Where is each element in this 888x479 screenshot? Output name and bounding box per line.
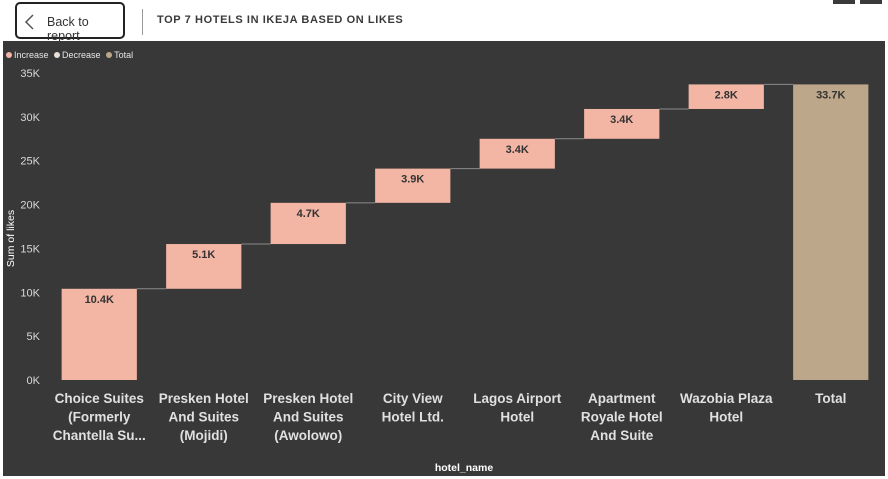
waterfall-bar[interactable]: [166, 244, 242, 289]
data-label: 10.4K: [85, 294, 114, 306]
y-tick-label: 20K: [20, 200, 40, 212]
data-label: 2.8K: [715, 89, 738, 101]
y-tick-label: 35K: [20, 68, 40, 80]
y-tick-label: 15K: [20, 243, 40, 255]
waterfall-bar[interactable]: [688, 84, 764, 109]
y-tick-label: 25K: [20, 156, 40, 168]
waterfall-chart: 0K 5K 10K 15K 20K 25K 30K 35K Sum of likes 10.4K C…: [5, 68, 869, 474]
data-label: 3.9K: [401, 174, 424, 186]
x-axis-title: hotel_name: [435, 462, 494, 474]
legend-label-decrease: Decrease: [62, 50, 101, 60]
legend-label-total: Total: [114, 50, 134, 60]
x-tick-label: Presken Hotel And Suites (Awolowo): [263, 391, 353, 443]
x-tick-label: Presken Hotel And Suites (Mojidi): [159, 391, 249, 443]
waterfall-bar[interactable]: [375, 168, 451, 203]
waterfall-bar[interactable]: [479, 138, 555, 169]
header-divider: [142, 9, 143, 35]
y-tick-label: 0K: [27, 375, 41, 387]
x-tick-label: City View Hotel Ltd.: [382, 391, 444, 425]
legend-label-increase: Increase: [14, 50, 49, 60]
data-label: 5.1K: [192, 249, 215, 261]
data-label: 3.4K: [506, 144, 529, 156]
focus-mode-icon[interactable]: [833, 0, 855, 4]
page-title: TOP 7 HOTELS IN IKEJA BASED ON LIKES: [157, 14, 404, 26]
chart-legend: Increase Decrease Total: [6, 50, 136, 60]
y-tick-label: 30K: [20, 112, 40, 124]
x-tick-label: Choice Suites (Formerly Chantella Su...: [53, 391, 146, 443]
legend-item-increase[interactable]: Increase: [6, 50, 49, 60]
chevron-left-icon: [24, 14, 34, 30]
data-label: 3.4K: [610, 114, 633, 126]
legend-swatch-total: [106, 51, 113, 58]
y-axis-title: Sum of likes: [5, 210, 17, 267]
data-label: 4.7K: [297, 208, 320, 220]
y-tick-label: 10K: [20, 287, 40, 299]
top-bar: Back to report TOP 7 HOTELS IN IKEJA BAS…: [0, 0, 888, 43]
waterfall-bar[interactable]: [61, 288, 137, 380]
waterfall-bar[interactable]: [584, 108, 660, 139]
x-tick-label: Lagos Airport Hotel: [473, 391, 562, 425]
waterfall-bar[interactable]: [270, 202, 346, 245]
x-tick-label: Wazobia Plaza Hotel: [680, 391, 773, 425]
legend-swatch-increase: [6, 51, 12, 58]
y-tick-label: 5K: [27, 331, 41, 343]
legend-item-decrease[interactable]: Decrease: [54, 50, 101, 60]
data-label: 33.7K: [816, 89, 845, 101]
back-button-label: Back to report: [47, 15, 89, 43]
legend-item-total[interactable]: Total: [106, 50, 133, 60]
more-options-icon[interactable]: [860, 0, 882, 4]
chart-container: Increase Decrease Total 0K 5K 10K 15K 20K 25K…: [3, 41, 885, 476]
back-to-report-button[interactable]: Back to report: [15, 2, 125, 43]
x-tick-label: Total: [815, 391, 846, 406]
legend-swatch-decrease: [54, 51, 61, 58]
total-bar[interactable]: [793, 84, 869, 380]
x-tick-label: Apartment Royale Hotel And Suite: [581, 391, 663, 443]
